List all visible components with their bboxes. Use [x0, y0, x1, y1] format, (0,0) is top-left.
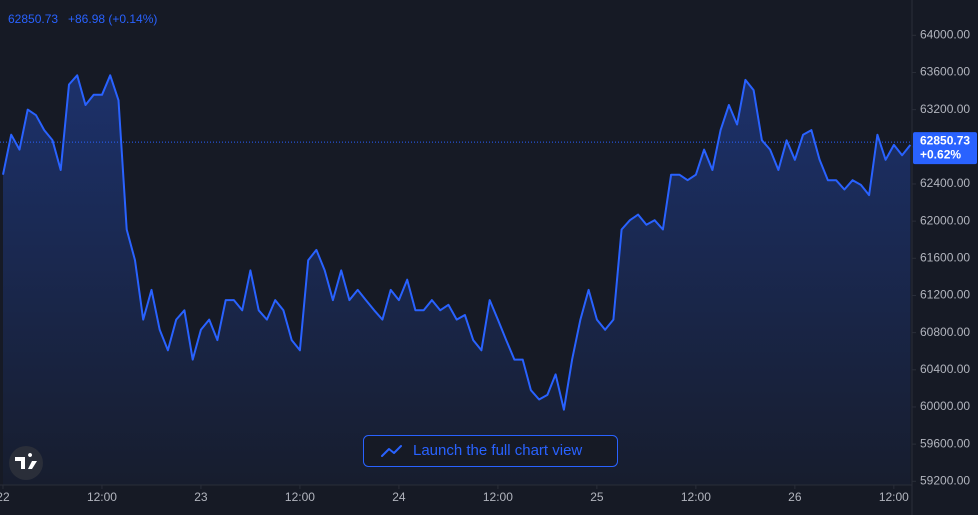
- price-line: [2, 74, 912, 411]
- header-price: 62850.73: [8, 12, 58, 26]
- x-tick-label: 12:00: [681, 490, 711, 504]
- y-tick-label: 63600.00: [920, 65, 970, 79]
- y-tick-label: 62000.00: [920, 213, 970, 227]
- y-tick-label: 60400.00: [920, 362, 970, 376]
- last-price-box: [913, 132, 977, 165]
- x-tick-label: 12:00: [87, 490, 117, 504]
- y-tick-label: 61200.00: [920, 288, 970, 302]
- plot-area: [0, 74, 912, 485]
- x-tick-label: 12:00: [879, 490, 909, 504]
- y-tick-label: 61600.00: [920, 250, 970, 264]
- y-tick-label: 59200.00: [920, 473, 970, 487]
- launch-button-text[interactable]: Launch the full chart view: [413, 442, 582, 459]
- y-tick-label: 60800.00: [920, 325, 970, 339]
- x-tick-label: 26: [788, 490, 802, 504]
- price-axis: 59200.00 59600.00 60000.00 60400.00 60800.00…: [912, 27, 970, 487]
- y-tick-label: 63200.00: [920, 102, 970, 116]
- y-tick-label: 64000.00: [920, 27, 970, 41]
- x-tick-label: 24: [392, 490, 406, 504]
- launch-button[interactable]: Launch the full chart view: [363, 435, 618, 467]
- x-tick-label: 22: [0, 490, 10, 504]
- header-change: +86.98 (+0.14%): [68, 12, 157, 26]
- time-axis: 22 12:00 23 12:00 24 12:00 25 12:00 26 12:00: [0, 485, 909, 504]
- y-tick-label: 59600.00: [920, 436, 970, 450]
- y-tick-label: 62400.00: [920, 176, 970, 190]
- x-tick-label: 12:00: [483, 490, 513, 504]
- tradingview-logo: [9, 446, 43, 480]
- y-tick-label: 60000.00: [920, 399, 970, 413]
- x-tick-label: 25: [590, 490, 604, 504]
- x-tick-label: 23: [194, 490, 208, 504]
- x-tick-label: 12:00: [285, 490, 315, 504]
- last-price-label: 62850.73: [920, 133, 970, 147]
- last-change-label: +0.62%: [920, 147, 961, 161]
